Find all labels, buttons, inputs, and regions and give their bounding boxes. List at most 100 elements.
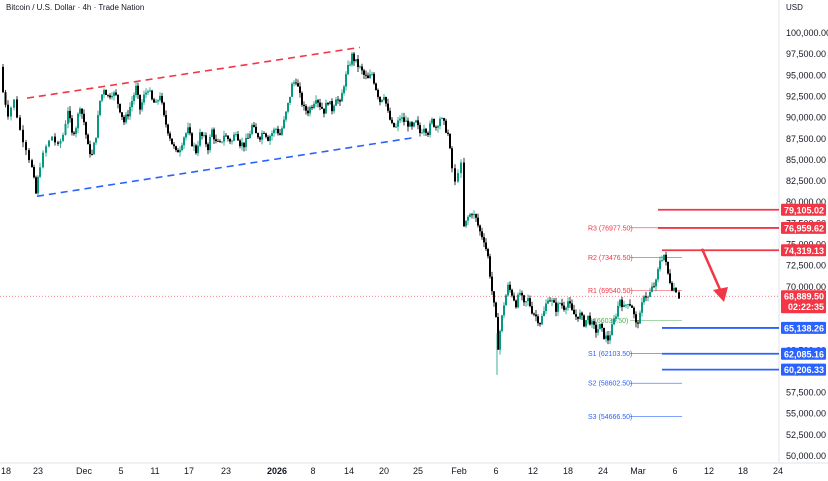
candle-body: [645, 296, 647, 298]
candle-body: [19, 117, 21, 130]
candle-body: [111, 95, 113, 98]
candle-body: [311, 107, 313, 109]
candle-body: [678, 292, 680, 299]
candle-body: [345, 74, 347, 87]
candle-body: [551, 300, 553, 302]
candle-body: [229, 139, 231, 142]
candle-body: [85, 122, 87, 135]
candle-body: [263, 133, 265, 134]
candle-body: [499, 331, 501, 350]
candle-body: [241, 142, 243, 147]
candle-body: [189, 127, 191, 134]
arrow-head: [713, 287, 728, 303]
candle-body: [413, 122, 415, 127]
candle-body: [75, 128, 77, 134]
candle-body: [243, 142, 245, 148]
candle-body: [309, 107, 311, 114]
price-tick-label: 55,000.00: [786, 409, 826, 419]
candle-body: [535, 314, 537, 317]
resistance-level-tag-bg: [781, 203, 826, 216]
candle-body: [427, 132, 429, 135]
price-tick-label: 97,500.00: [786, 49, 826, 59]
candle-body: [201, 132, 203, 136]
candle-body: [559, 303, 561, 304]
candle-body: [355, 59, 357, 62]
candle-body: [431, 118, 433, 124]
candle-body: [531, 306, 533, 314]
candle-body: [517, 294, 519, 308]
candle-body: [62, 134, 64, 141]
horizontal-levels: [0, 208, 779, 371]
candle-body: [325, 102, 327, 114]
time-tick-label: 11: [150, 466, 159, 476]
candle-body: [533, 313, 535, 315]
candle-body: [225, 135, 227, 137]
candle-body: [245, 137, 247, 148]
time-tick-label: 5: [118, 466, 123, 476]
candle-body: [403, 117, 405, 122]
price-tick-label: 52,500.00: [786, 430, 826, 440]
resistance-level-tag: 79,105.02: [781, 203, 826, 216]
candle-body: [487, 249, 489, 257]
candle-body: [291, 83, 293, 97]
candle-body: [671, 282, 673, 291]
candle-body: [597, 329, 599, 333]
candle-body: [375, 83, 377, 90]
candle-body: [465, 220, 467, 227]
candle-body: [667, 261, 669, 274]
candle-body: [549, 300, 551, 302]
time-axis[interactable]: 18 23 Dec 5 11 17 23 2026 8 14 20 25 Feb 6 12 18 24 Mar 6 1…: [1, 466, 783, 476]
candle-body: [283, 119, 285, 129]
candle-body: [485, 242, 487, 250]
candle-body: [91, 154, 93, 155]
candle-body: [479, 225, 481, 232]
candle-body: [387, 103, 389, 111]
candle-body: [335, 99, 337, 106]
candle-body: [469, 214, 471, 217]
candle-body: [509, 284, 511, 290]
candle-body: [48, 140, 50, 147]
candle-body: [507, 284, 509, 296]
candle-body: [669, 273, 671, 283]
candle-body: [553, 300, 555, 303]
candle-body: [577, 316, 579, 319]
candle-body: [157, 100, 159, 102]
candle-body: [415, 120, 417, 123]
candle-body: [393, 122, 395, 128]
candle-body: [39, 167, 41, 177]
candle-body: [401, 117, 403, 119]
candle-body: [173, 144, 175, 147]
candle-body: [257, 133, 259, 138]
candle-body: [407, 120, 409, 127]
candle-body: [329, 101, 331, 105]
candle-body: [281, 128, 283, 135]
candle-body: [607, 335, 609, 341]
candle-body: [64, 123, 67, 135]
candle-body: [239, 140, 241, 147]
candle-body: [575, 314, 577, 317]
candle-body: [521, 292, 523, 296]
candle-body: [171, 138, 173, 145]
candle-body: [463, 162, 465, 227]
candle-body: [589, 315, 591, 325]
candle-body: [303, 104, 305, 107]
candle-body: [555, 302, 557, 312]
currency-label: USD: [786, 3, 803, 12]
pivot-label: S1 (62103.50): [588, 351, 632, 358]
candle-body: [151, 90, 153, 100]
support-level-tag: 62,085.16: [781, 347, 826, 360]
candle-body: [315, 100, 317, 104]
candle-body: [651, 286, 653, 292]
candle-body: [343, 86, 345, 94]
channel-lines: [26, 46, 413, 198]
candle-body: [323, 108, 325, 114]
candle-body: [541, 316, 543, 325]
candle-body: [103, 90, 105, 95]
candle-body: [337, 99, 339, 101]
candle-body: [561, 303, 563, 306]
candle-body: [389, 110, 391, 120]
current-price-text: 68,889.50: [784, 292, 824, 302]
candle-body: [359, 66, 361, 68]
candle-body: [163, 102, 165, 116]
